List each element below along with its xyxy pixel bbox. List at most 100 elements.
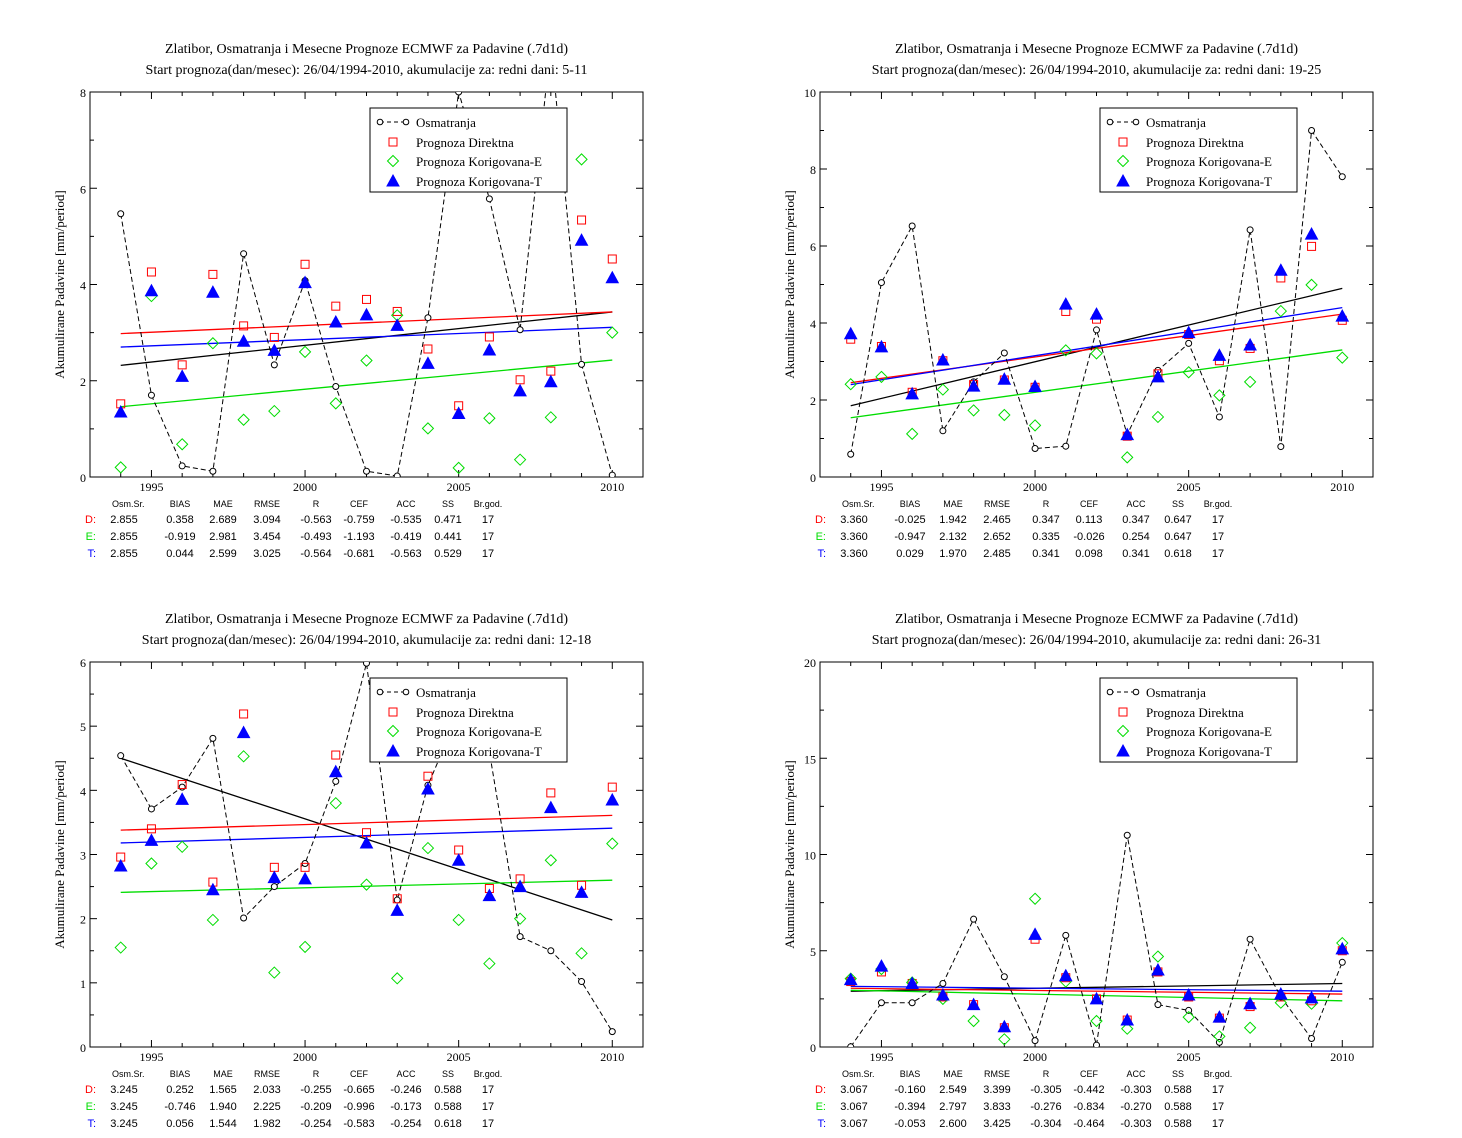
stats-header: SS [1172,499,1184,509]
stats-header: ACC [396,499,416,509]
stats-cell: 3.360 [840,514,868,526]
legend-label-corr-e: Prognoza Korigovana-E [416,154,542,169]
corr-t-point [543,374,558,388]
corr-t-point [1028,927,1042,940]
corr-e-point [206,337,220,350]
obs-point [147,391,155,399]
obs-point [847,1043,855,1047]
corr-e-point [606,837,619,850]
y-tick-label: 6 [80,182,86,196]
x-tick-label: 2010 [600,480,624,494]
obs-point [877,279,885,287]
stats-cell: 3.360 [840,531,868,543]
corr-t-point [1151,369,1165,383]
stats-cell: 0.588 [1164,1118,1192,1130]
stats-cell: 0.471 [434,514,462,526]
direct-point [208,269,218,279]
stats-cell: 3.399 [983,1084,1011,1096]
corr-e-point [544,854,558,867]
corr-e-point [391,972,404,985]
legend-obs-marker [376,688,384,696]
corr-t-point [1273,987,1288,1000]
obs-point [332,383,340,391]
stats-header: BIAS [170,1069,191,1079]
obs-point [908,999,916,1007]
y-axis-label: Akumulirane Padavine [mm/period] [52,190,67,378]
obs-point [1185,339,1193,347]
corr-e-point [1274,996,1288,1009]
corr-e-point [575,947,588,960]
corr-t-point [1028,379,1042,393]
obs-point [970,915,978,923]
obs-point [1338,173,1346,181]
corr-e-point [483,957,496,970]
direct-point [484,332,494,342]
obs-point [1308,127,1316,134]
obs-point [1031,1037,1039,1045]
corr-t-point [482,342,497,356]
corr-e-point [1243,1021,1257,1034]
obs-series-line [120,92,613,477]
legend-label-direct: Prognoza Direktna [1146,705,1244,720]
obs-point [270,883,278,891]
obs-point [1185,1006,1193,1014]
corr-e-point [421,841,435,855]
stats-cell: -0.665 [343,1084,374,1096]
stats-cell: -0.303 [1120,1118,1151,1130]
stats-header: SS [442,499,454,509]
stats-cell: 17 [482,1101,494,1113]
stats-cell: -0.996 [343,1101,374,1113]
corr-e-point [421,422,435,435]
stats-cell: 1.942 [939,514,967,526]
stats-cell: 3.833 [983,1101,1011,1113]
stats-header: CEF [1080,499,1099,509]
corr-e-point [1305,278,1318,292]
corr-e-point [268,404,281,418]
y-tick-label: 4 [80,279,86,293]
stats-cell: 17 [482,1118,494,1130]
y-tick-label: 3 [80,849,86,863]
obs-point [1000,349,1008,357]
corr-t-point [874,339,889,353]
y-tick-label: 15 [804,752,816,766]
legend-label-corr-e: Prognoza Korigovana-E [1146,724,1272,739]
x-tick-label: 1995 [869,1050,893,1064]
stats-row-label: D: [85,1084,96,1096]
stats-cell: -0.535 [390,514,421,526]
stats-cell: 2.225 [253,1101,281,1113]
stats-row-label: D: [815,1084,826,1096]
direct-point [269,862,279,872]
corr-t-point [1058,297,1073,310]
stats-cell: -0.160 [894,1084,925,1096]
corr-e-point [145,857,158,870]
direct-point [607,254,617,264]
stats-cell: -0.303 [1120,1084,1151,1096]
chart-subtitle: Start prognoza(dan/mesec): 26/04/1994-20… [872,633,1321,648]
legend-label-obs: Osmatranja [416,685,476,700]
y-tick-label: 10 [804,86,816,100]
corr-e-point [1336,351,1349,364]
corr-t-point [1304,990,1319,1004]
chart-subtitle: Start prognoza(dan/mesec): 26/04/1994-20… [142,633,591,648]
stats-cell: 0.588 [1164,1101,1192,1113]
corr-e-point [298,345,312,359]
corr-e-point [1028,892,1042,905]
corr-e-point [360,354,373,367]
obs-point [363,662,370,667]
trend-line-direct [120,311,613,335]
x-tick-label: 2010 [1330,1050,1354,1064]
chart-panel-2: Zlatibor, Osmatranja i Mesecne Prognoze … [782,42,1374,560]
stats-cell: -0.759 [343,514,374,526]
x-tick-label: 2000 [1023,1050,1047,1064]
corr-t-point [267,343,282,356]
corr-e-point [606,326,619,339]
y-tick-label: 6 [80,656,86,670]
stats-cell: 0.347 [1122,514,1150,526]
legend-corr-t-marker [1116,743,1130,757]
legend-label-obs: Osmatranja [1146,115,1206,130]
trend-line-corr-e [120,359,613,408]
y-tick-label: 5 [80,720,86,734]
obs-point [1123,831,1131,839]
stats-row-label: T: [817,548,826,560]
